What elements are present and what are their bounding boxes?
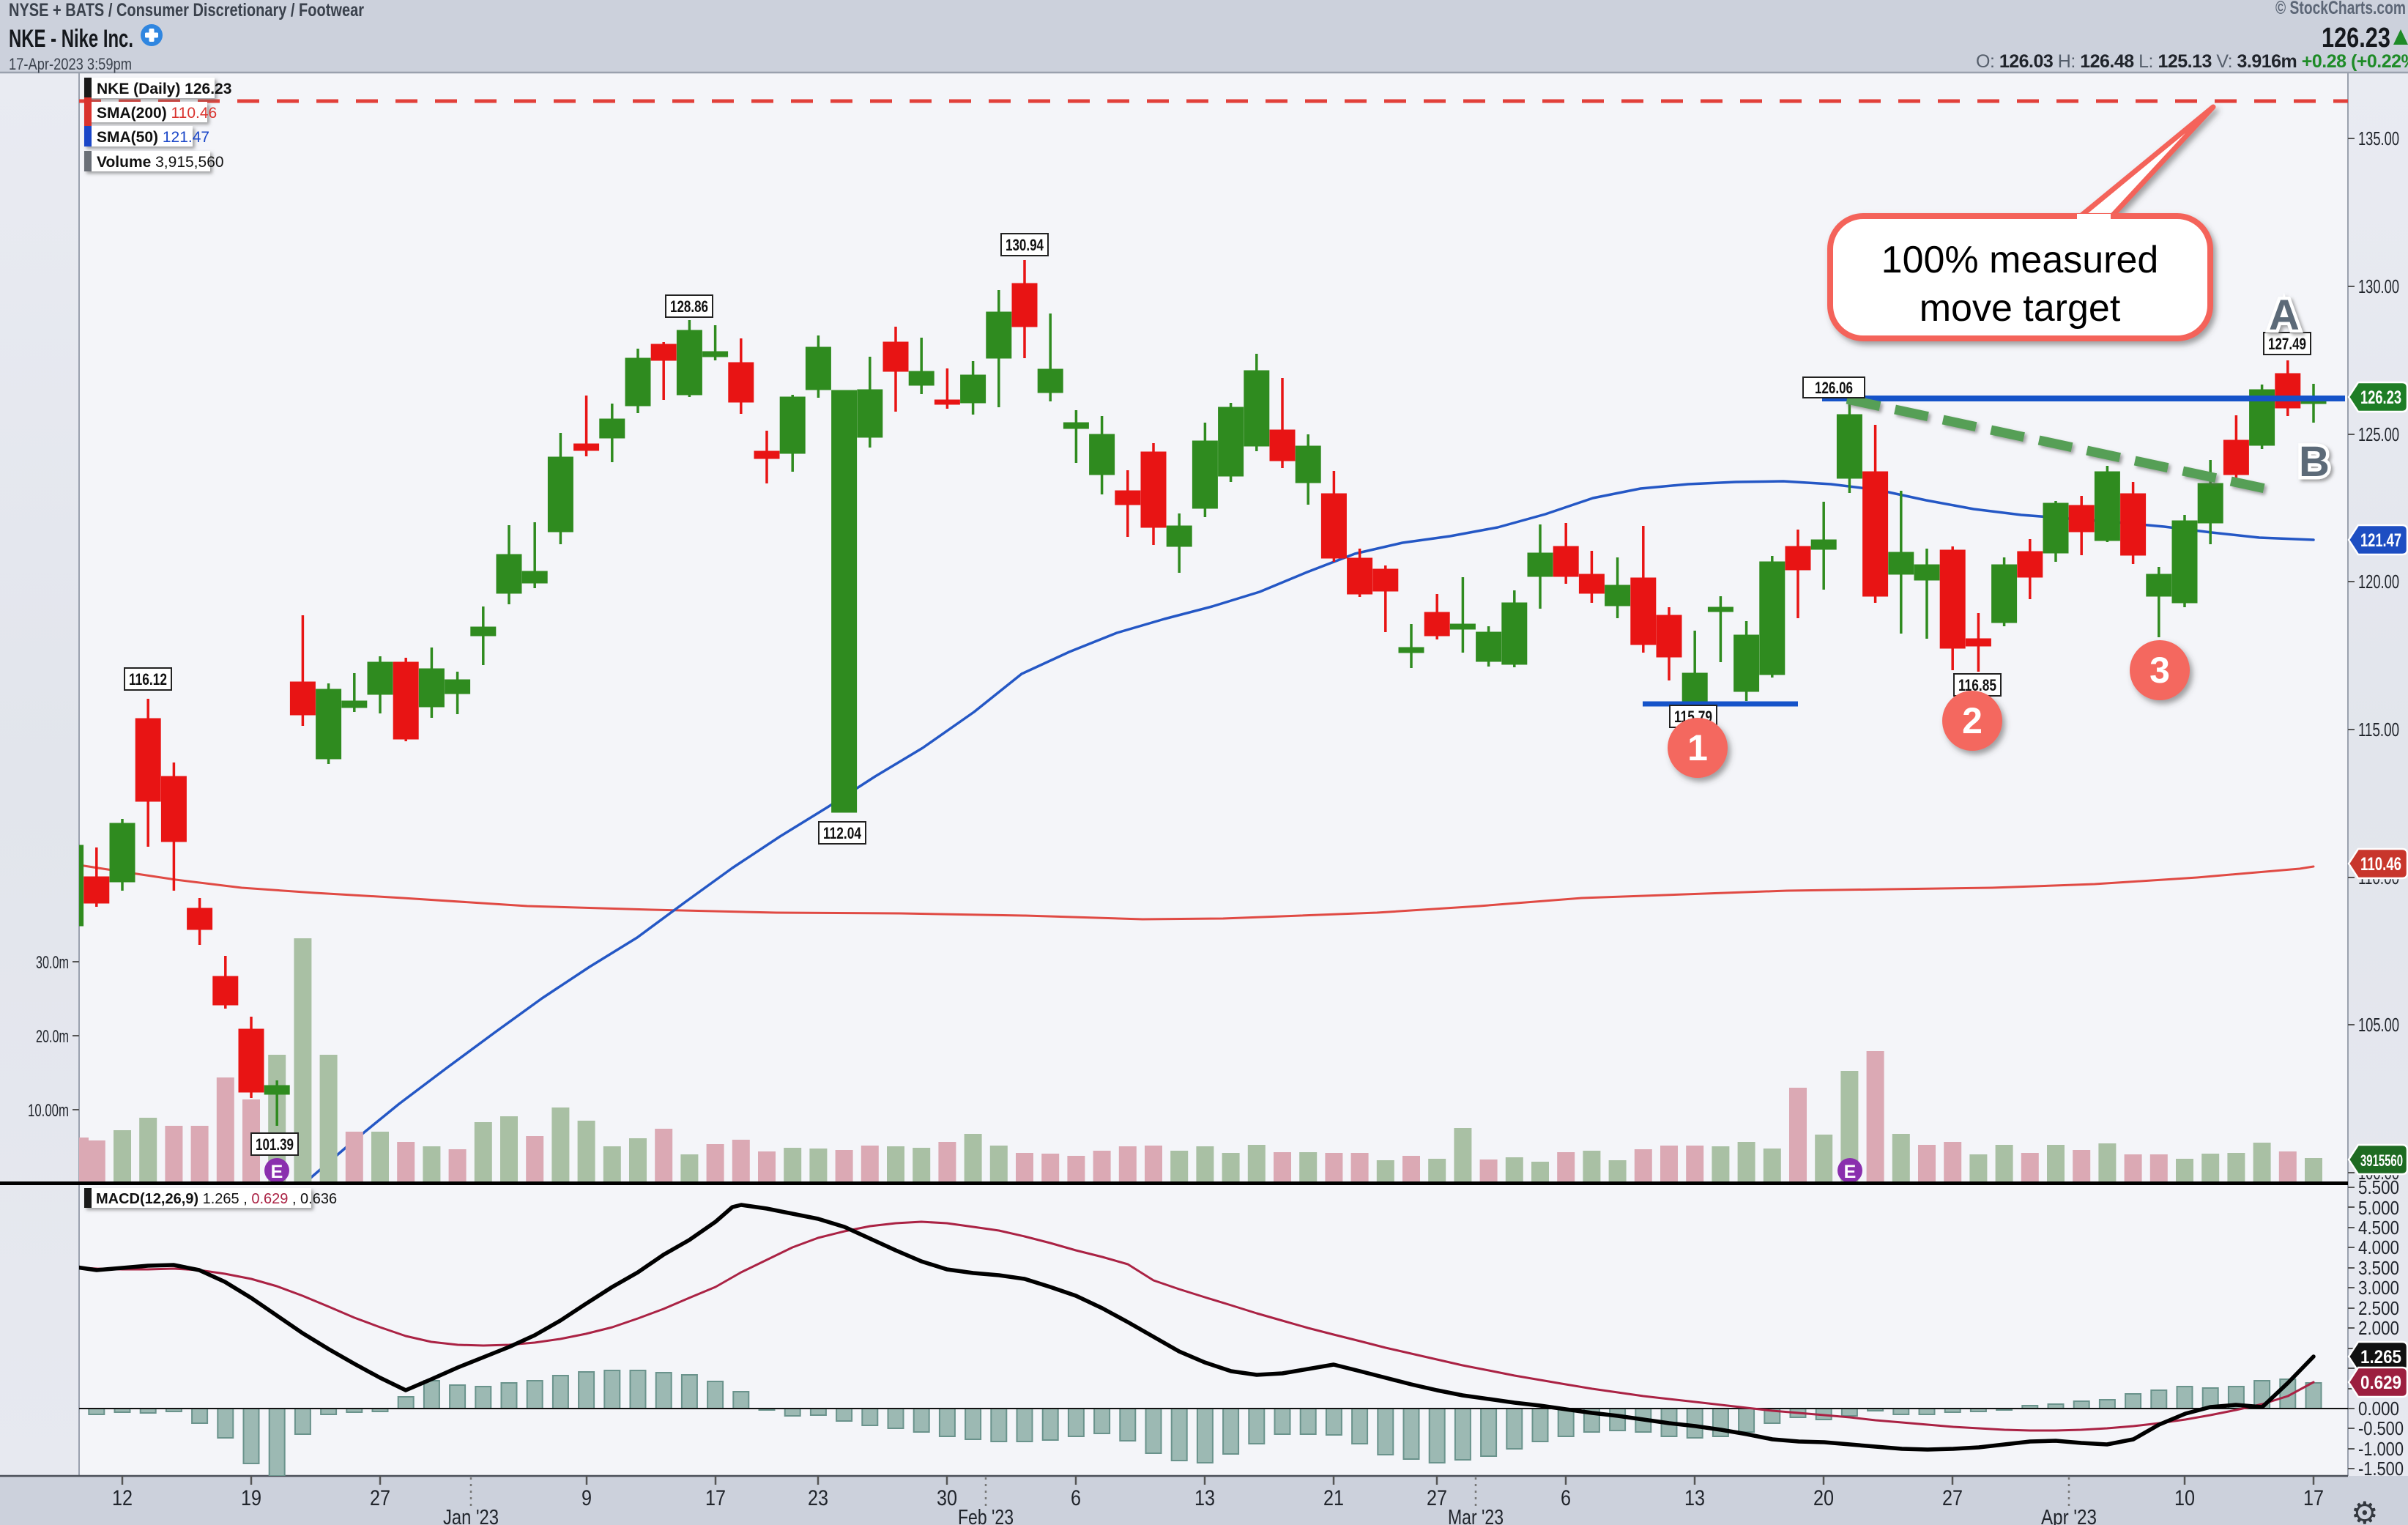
svg-text:112.04: 112.04 (823, 824, 862, 842)
svg-text:1: 1 (1687, 727, 1708, 768)
svg-text:0.000: 0.000 (2358, 1398, 2399, 1420)
svg-text:5.000: 5.000 (2358, 1197, 2399, 1219)
svg-text:⚙: ⚙ (2351, 1496, 2379, 1525)
svg-text:Feb '23: Feb '23 (958, 1506, 1014, 1525)
svg-text:27: 27 (1942, 1486, 1963, 1510)
svg-text:120.00: 120.00 (2358, 571, 2399, 593)
svg-text:MACD(12,26,9) 1.265 , 0.629 ,: MACD(12,26,9) 1.265 , 0.629 , 0.636 (96, 1191, 337, 1207)
svg-text:126.23: 126.23 (2322, 23, 2390, 53)
svg-text:1.265: 1.265 (2360, 1347, 2401, 1368)
svg-text:116.12: 116.12 (129, 670, 167, 689)
svg-text:-1.000: -1.000 (2358, 1438, 2404, 1460)
svg-text:20: 20 (1813, 1486, 1834, 1510)
svg-text:13: 13 (1684, 1486, 1705, 1510)
svg-text:19: 19 (241, 1486, 261, 1510)
svg-text:115.00: 115.00 (2358, 719, 2399, 741)
svg-text:-1.500: -1.500 (2358, 1458, 2404, 1480)
svg-text:27: 27 (370, 1486, 390, 1510)
svg-text:127.49: 127.49 (2268, 335, 2306, 353)
svg-text:130.00: 130.00 (2358, 275, 2399, 297)
svg-text:2.000: 2.000 (2358, 1317, 2399, 1339)
svg-text:128.86: 128.86 (670, 297, 708, 316)
svg-text:5.500: 5.500 (2358, 1176, 2399, 1198)
svg-text:E: E (1844, 1162, 1857, 1182)
svg-text:3915560: 3915560 (2360, 1151, 2403, 1170)
svg-text:move target: move target (1920, 287, 2121, 330)
svg-text:3.000: 3.000 (2358, 1277, 2399, 1299)
svg-text:3: 3 (2149, 650, 2170, 691)
svg-text:12: 12 (112, 1486, 133, 1510)
svg-text:3.500: 3.500 (2358, 1257, 2399, 1279)
svg-text:105.00: 105.00 (2358, 1014, 2399, 1036)
svg-text:23: 23 (808, 1486, 828, 1510)
svg-text:Volume 3,915,560: Volume 3,915,560 (97, 154, 224, 171)
svg-text:6: 6 (1071, 1486, 1081, 1510)
svg-text:9: 9 (581, 1486, 592, 1510)
svg-text:27: 27 (1427, 1486, 1447, 1510)
svg-text:100% measured: 100% measured (1881, 239, 2159, 281)
svg-text:13: 13 (1194, 1486, 1215, 1510)
svg-text:-0.500: -0.500 (2358, 1417, 2404, 1439)
svg-text:NKE - Nike Inc.: NKE - Nike Inc. (9, 25, 133, 53)
svg-text:Mar '23: Mar '23 (1448, 1506, 1504, 1525)
svg-text:17: 17 (2303, 1486, 2324, 1510)
svg-text:SMA(200) 110.46: SMA(200) 110.46 (97, 105, 217, 122)
svg-text:21: 21 (1323, 1486, 1344, 1510)
svg-text:101.39: 101.39 (256, 1135, 294, 1154)
svg-text:0.629: 0.629 (2360, 1373, 2401, 1393)
svg-text:Jan '23: Jan '23 (443, 1506, 499, 1525)
svg-text:30: 30 (937, 1486, 957, 1510)
svg-text:17: 17 (705, 1486, 726, 1510)
svg-text:6: 6 (1561, 1486, 1571, 1510)
svg-text:20.0m: 20.0m (36, 1027, 69, 1047)
svg-text:30.0m: 30.0m (36, 953, 69, 973)
svg-text:10.00m: 10.00m (28, 1101, 69, 1121)
svg-text:© StockCharts.com: © StockCharts.com (2275, 0, 2406, 18)
svg-text:125.00: 125.00 (2358, 423, 2399, 445)
svg-text:B: B (2299, 438, 2330, 486)
svg-text:17-Apr-2023 3:59pm: 17-Apr-2023 3:59pm (9, 55, 132, 73)
svg-text:121.47: 121.47 (2360, 530, 2401, 551)
svg-text:126.06: 126.06 (1815, 379, 1853, 397)
svg-text:4.000: 4.000 (2358, 1236, 2399, 1258)
svg-text:Apr '23: Apr '23 (2041, 1506, 2097, 1525)
svg-text:NYSE + BATS / Consumer Discret: NYSE + BATS / Consumer Discretionary / F… (9, 0, 364, 21)
svg-text:126.23: 126.23 (2360, 387, 2401, 408)
svg-text:4.500: 4.500 (2358, 1217, 2399, 1239)
svg-text:110.46: 110.46 (2360, 854, 2401, 875)
svg-text:130.94: 130.94 (1006, 236, 1044, 254)
svg-text:O: 126.03 H: 126.48 L: 125.1: O: 126.03 H: 126.48 L: 125.13 V: 3.916m … (1976, 51, 2408, 72)
svg-text:135.00: 135.00 (2358, 127, 2399, 149)
svg-text:2.500: 2.500 (2358, 1297, 2399, 1319)
svg-text:10: 10 (2174, 1486, 2195, 1510)
svg-text:E: E (271, 1162, 283, 1182)
svg-text:SMA(50) 121.47: SMA(50) 121.47 (97, 129, 209, 146)
svg-text:NKE (Daily) 126.23: NKE (Daily) 126.23 (97, 81, 231, 97)
svg-text:2: 2 (1962, 700, 1982, 741)
svg-text:A: A (2269, 292, 2300, 339)
